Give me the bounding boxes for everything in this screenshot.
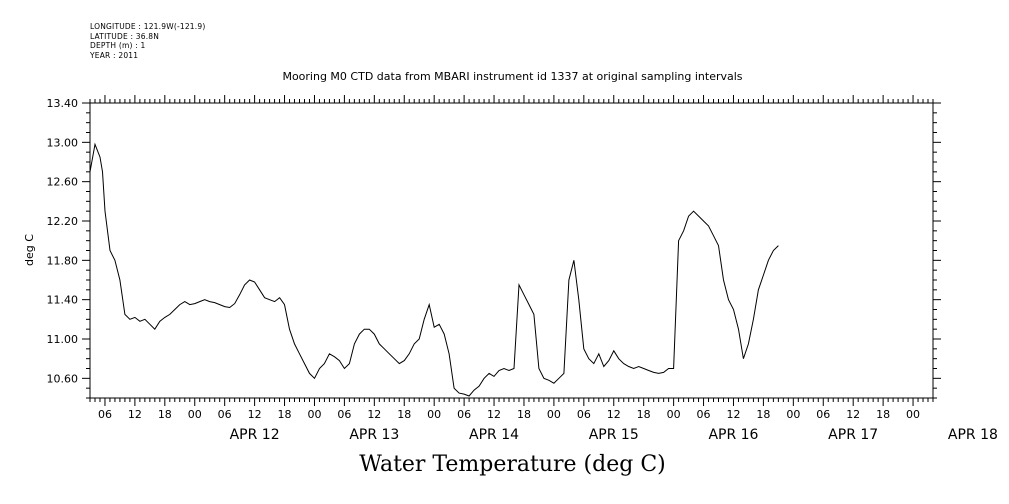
y-tick-label: 11.40	[47, 294, 79, 307]
x-hour-label: 00	[547, 408, 561, 421]
y-tick-label: 13.40	[47, 97, 79, 110]
x-hour-label: 18	[158, 408, 172, 421]
y-tick-label: 13.00	[47, 136, 79, 149]
x-day-labels: APR 12 APR 13 APR 14 APR 15 APR 16 APR 17 APR …	[230, 427, 998, 443]
metadata-block: LONGITUDE : 121.9W(-121.9) LATITUDE : 36…	[90, 22, 205, 60]
x-hour-label: 00	[188, 408, 202, 421]
x-day-label: APR 15	[589, 427, 639, 443]
x-hour-label: 00	[667, 408, 681, 421]
chart-ticks	[82, 95, 941, 406]
x-axis-label: Water Temperature (deg C)	[359, 452, 666, 477]
x-day-label: APR 14	[469, 427, 519, 443]
x-hour-label: 12	[248, 408, 262, 421]
plot-frame	[89, 102, 934, 399]
x-hour-label: 00	[786, 408, 800, 421]
x-hour-label: 18	[637, 408, 651, 421]
x-day-label: APR 13	[349, 427, 399, 443]
latitude-text: LATITUDE : 36.8N	[90, 31, 160, 41]
x-hour-label: 12	[128, 408, 142, 421]
x-hour-label: 12	[487, 408, 501, 421]
x-hour-label: 06	[218, 408, 232, 421]
y-tick-label: 11.80	[47, 254, 79, 267]
x-hour-label: 18	[517, 408, 531, 421]
x-hour-label: 00	[307, 408, 321, 421]
x-hour-label: 18	[278, 408, 292, 421]
y-tick-labels: 10.60 11.00 11.40 11.80 12.20 12.60 13.00 13.40	[47, 97, 79, 385]
x-day-label: APR 12	[230, 427, 280, 443]
x-hour-label: 06	[337, 408, 351, 421]
x-hour-label: 18	[397, 408, 411, 421]
x-hour-label: 12	[726, 408, 740, 421]
y-tick-label: 11.00	[47, 333, 79, 346]
x-hour-label: 06	[577, 408, 591, 421]
x-hour-label: 12	[607, 408, 621, 421]
y-tick-label: 10.60	[47, 372, 79, 385]
y-tick-label: 12.60	[47, 176, 79, 189]
x-day-label: APR 16	[708, 427, 758, 443]
x-hour-label: 18	[876, 408, 890, 421]
x-hour-label: 12	[846, 408, 860, 421]
x-hour-label: 06	[98, 408, 112, 421]
y-tick-label: 12.20	[47, 215, 79, 228]
y-axis-label: deg C	[23, 234, 36, 266]
x-hour-label: 06	[697, 408, 711, 421]
chart-title: Mooring M0 CTD data from MBARI instrumen…	[282, 70, 743, 83]
year-text: YEAR : 2011	[90, 50, 139, 60]
x-hour-label: 06	[457, 408, 471, 421]
longitude-text: LONGITUDE : 121.9W(-121.9)	[90, 22, 206, 31]
series-line	[89, 142, 779, 397]
depth-text: DEPTH (m) : 1	[90, 41, 146, 50]
x-tick-labels: 06 12 18 00 06 12 18 00 06 12 18 00 06 12 18 00 06 12 18 00…	[98, 408, 920, 421]
x-day-label: APR 17	[828, 427, 878, 443]
x-hour-label: 00	[427, 408, 441, 421]
x-hour-label: 12	[367, 408, 381, 421]
x-day-label: APR 18	[948, 427, 998, 443]
x-hour-label: 18	[756, 408, 770, 421]
chart-axes	[89, 102, 934, 399]
x-hour-label: 00	[906, 408, 920, 421]
x-hour-label: 06	[816, 408, 830, 421]
